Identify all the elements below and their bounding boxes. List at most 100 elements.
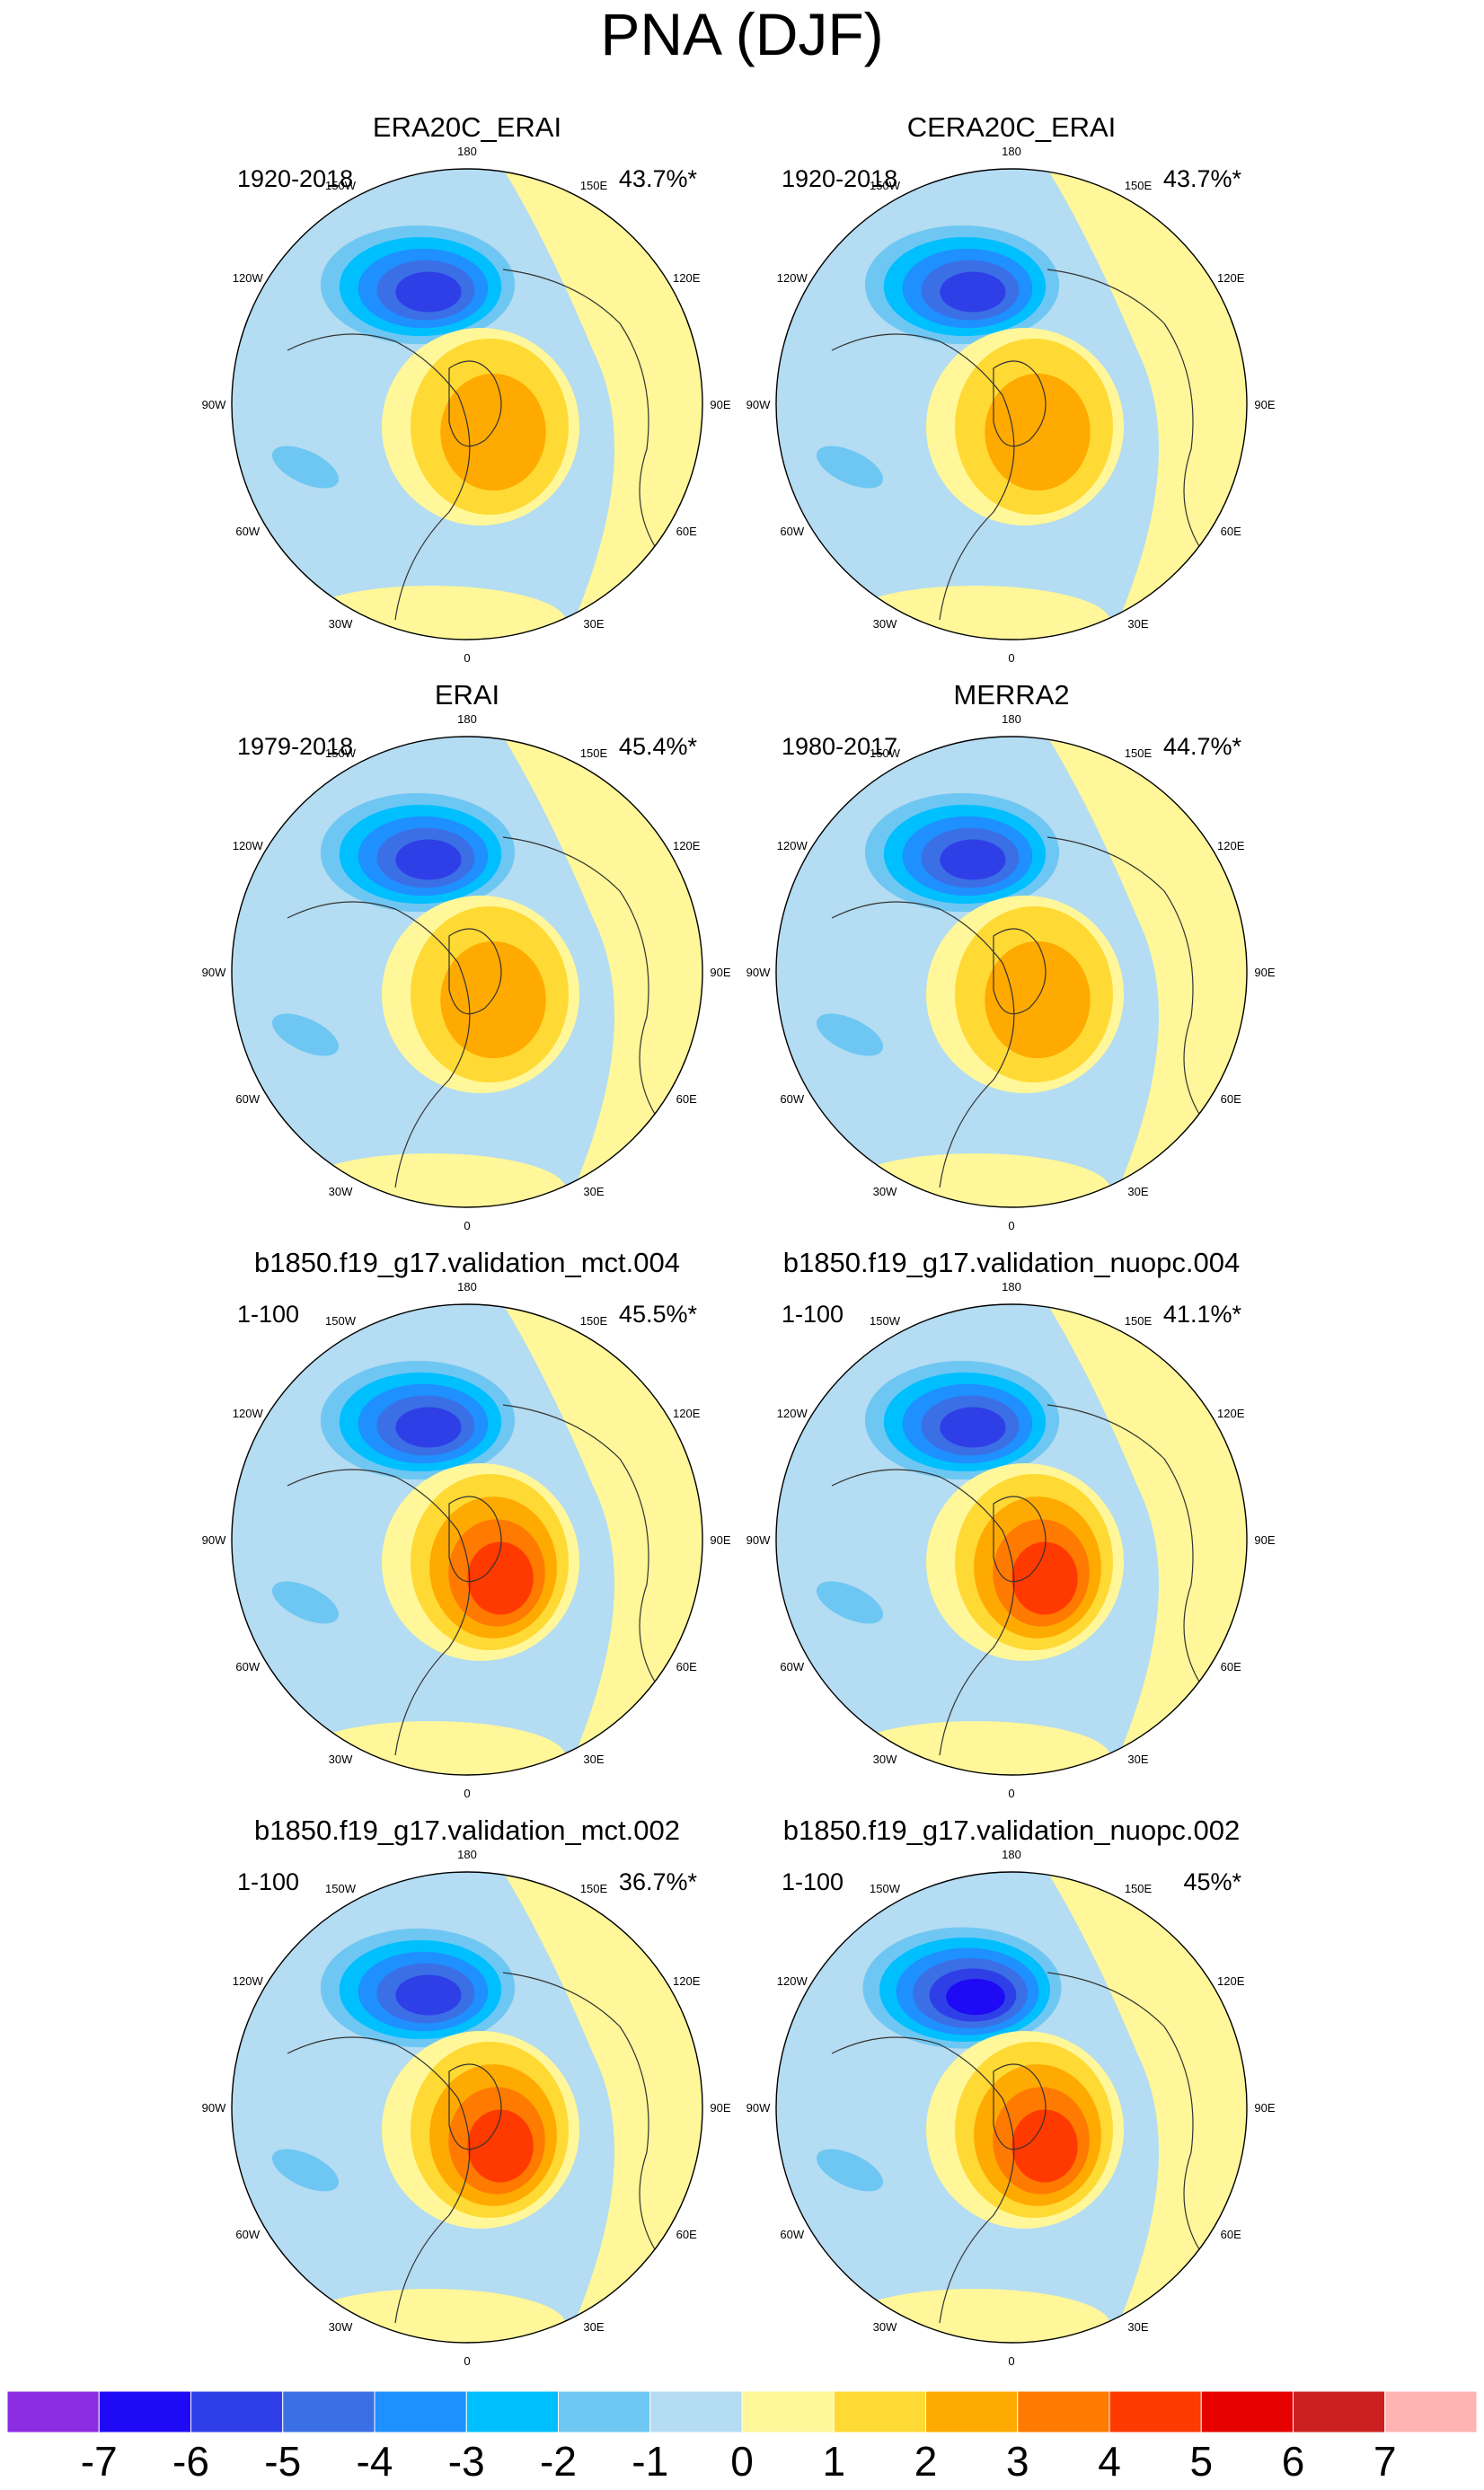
map-panel-4: MERRA2 1980-2017 44.7%* 180 150E 120E 90E 60E 30…: [746, 679, 1276, 1232]
longitude-label: 60W: [780, 1092, 804, 1106]
longitude-label: 30E: [583, 1185, 604, 1198]
longitude-label: 90W: [202, 1533, 226, 1547]
contour-level: [1011, 2109, 1078, 2183]
contour-level: [296, 586, 566, 640]
longitude-label: 60W: [235, 1660, 260, 1673]
colorbar-tick-label: -2: [540, 2438, 577, 2485]
longitude-label: 90W: [202, 398, 226, 411]
longitude-label: 150E: [1125, 746, 1153, 760]
coastline: [993, 2063, 1047, 2150]
panel-title: MERRA2: [953, 679, 1069, 711]
colorbar-swatch: [7, 2391, 100, 2433]
longitude-label: 180: [1002, 145, 1021, 158]
longitude-label: 0: [464, 2354, 470, 2368]
colorbar-swatch: [1109, 2391, 1202, 2433]
longitude-label: 180: [1002, 1280, 1021, 1294]
colorbar: [7, 2391, 1477, 2433]
contour-level: [841, 2289, 1110, 2343]
longitude-label: 60E: [676, 1660, 697, 1673]
map-panel-7: b1850.f19_g17.validation_mct.002 1-100 36.…: [202, 1815, 731, 2368]
contour-level: [1047, 737, 1247, 1207]
panel-variance: 43.7%*: [619, 165, 698, 192]
longitude-label: 0: [464, 651, 470, 665]
longitude-label: 120W: [777, 271, 808, 285]
longitude-label: 90E: [1254, 1533, 1275, 1547]
contour-field: [776, 169, 1247, 640]
contour-level: [1011, 1541, 1078, 1615]
contour-level: [440, 940, 546, 1059]
longitude-label: 150W: [870, 1314, 901, 1328]
contour-level: [940, 839, 1006, 880]
coastline: [448, 2063, 502, 2150]
longitude-label: 90E: [710, 1533, 730, 1547]
contour-field: [776, 1872, 1247, 2343]
longitude-label: 30E: [1127, 2320, 1148, 2334]
coastline: [448, 1496, 502, 1583]
coastline: [1047, 1972, 1201, 2252]
map-border: [775, 168, 1248, 640]
panel-variance: 45.5%*: [619, 1301, 698, 1328]
longitude-label: 30W: [873, 1185, 897, 1198]
colorbar-swatch: [925, 2391, 1019, 2433]
longitude-label: 60E: [1221, 525, 1241, 538]
panel-variance: 45.4%*: [619, 733, 698, 760]
panel-period: 1979-2018: [237, 733, 353, 760]
panel-variance: 36.7%*: [619, 1868, 698, 1895]
longitude-label: 120E: [1217, 839, 1245, 852]
longitude-label: 30E: [1127, 617, 1148, 631]
longitude-label: 30W: [329, 617, 353, 631]
contour-level: [395, 1407, 462, 1448]
contour-level: [395, 839, 462, 880]
map-panel-6: b1850.f19_g17.validation_nuopc.004 1-100 4…: [746, 1247, 1276, 1800]
coastline: [1047, 836, 1201, 1117]
longitude-label: 60W: [780, 525, 804, 538]
longitude-label: 90E: [710, 398, 730, 411]
contour-level: [467, 1541, 534, 1615]
contour-level: [503, 169, 702, 640]
longitude-label: 60W: [235, 525, 260, 538]
coastline: [831, 333, 1015, 621]
longitude-label: 120E: [1217, 271, 1245, 285]
contour-field: [232, 1872, 702, 2343]
colorbar-tick-label: 7: [1373, 2438, 1397, 2485]
longitude-label: 120W: [777, 1974, 808, 1988]
panel-variance: 41.1%*: [1163, 1301, 1242, 1328]
longitude-label: 150E: [580, 746, 608, 760]
longitude-label: 60E: [1221, 1660, 1241, 1673]
longitude-label: 150W: [325, 1882, 357, 1895]
longitude-label: 30W: [873, 617, 897, 631]
longitude-label: 180: [457, 145, 477, 158]
colorbar-tick-label: -6: [172, 2438, 209, 2485]
colorbar-swatch: [1293, 2391, 1386, 2433]
contour-level: [296, 2289, 566, 2343]
contour-level: [440, 373, 546, 491]
map-border: [231, 1871, 703, 2344]
longitude-label: 150E: [1125, 1882, 1153, 1895]
longitude-label: 180: [457, 712, 477, 726]
panel-period: 1-100: [237, 1301, 299, 1328]
contour-field: [776, 1304, 1247, 1775]
longitude-label: 120W: [777, 839, 808, 852]
colorbar-tick-label: 6: [1281, 2438, 1305, 2485]
contour-level: [271, 1581, 340, 1624]
longitude-label: 120E: [1217, 1407, 1245, 1420]
colorbar-tick-label: 4: [1098, 2438, 1121, 2485]
coastline: [831, 1469, 1015, 1756]
longitude-label: 120W: [777, 1407, 808, 1420]
longitude-label: 120W: [233, 1974, 264, 1988]
map-border: [231, 168, 703, 640]
longitude-label: 60W: [780, 2228, 804, 2241]
contour-level: [1047, 1872, 1247, 2343]
panel-period: 1-100: [782, 1301, 844, 1328]
colorbar-tick-label: -4: [356, 2438, 393, 2485]
longitude-label: 90E: [1254, 398, 1275, 411]
colorbar-tick-label: -7: [80, 2438, 118, 2485]
coastline: [1047, 1404, 1201, 1684]
panel-period: 1-100: [782, 1868, 844, 1895]
longitude-label: 180: [457, 1280, 477, 1294]
colorbar-swatch: [98, 2391, 191, 2433]
colorbar-labels: -7 -6 -5 -4 -3 -2 -1 0 1 2 3 4 5 6 7: [0, 2436, 1484, 2490]
contour-level: [271, 2149, 340, 2192]
longitude-label: 60E: [676, 2228, 697, 2241]
colorbar-swatch: [190, 2391, 284, 2433]
